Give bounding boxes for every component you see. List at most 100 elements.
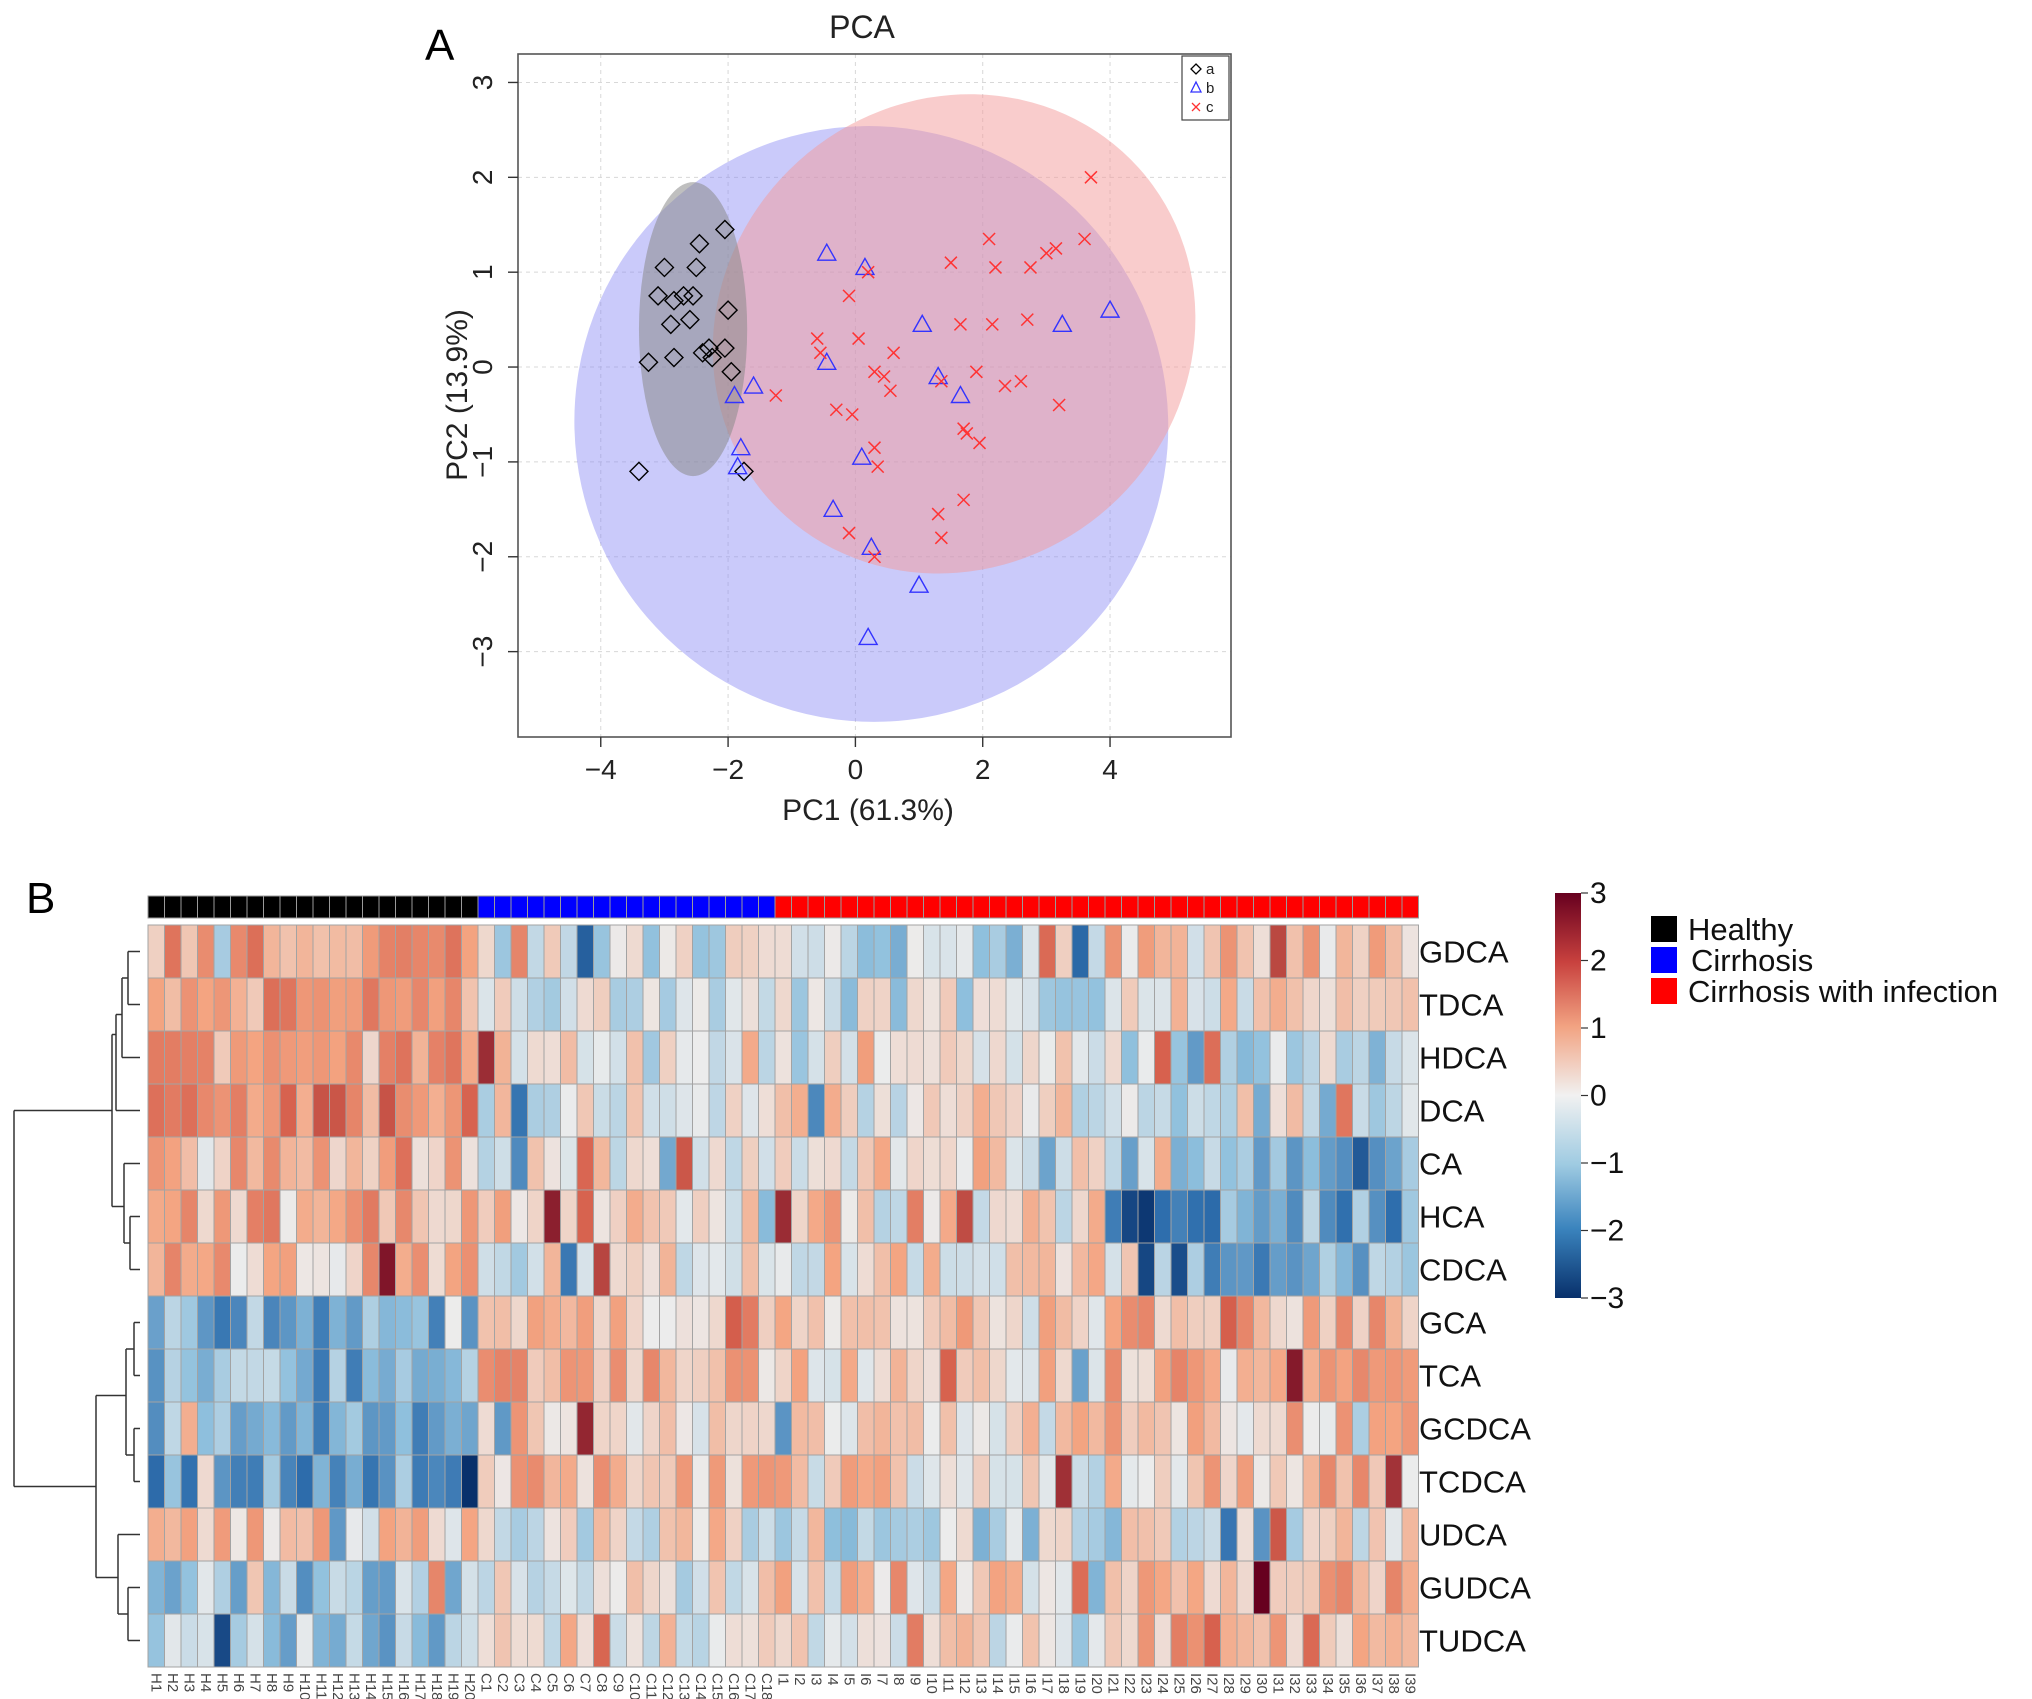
heatmap-cell — [444, 977, 462, 1032]
heatmap-cell — [1352, 977, 1370, 1032]
heatmap-cell — [428, 1613, 446, 1668]
heatmap-cell — [1385, 1242, 1403, 1297]
pca-x-tick-label: −4 — [585, 754, 617, 785]
heatmap-cell — [1335, 1613, 1353, 1668]
heatmap-cell — [345, 924, 363, 979]
heatmap-cell — [1302, 1560, 1320, 1615]
heatmap-cell — [329, 1189, 347, 1244]
heatmap-cell — [279, 1454, 297, 1509]
heatmap-cell — [774, 1507, 792, 1562]
heatmap-cell — [444, 1242, 462, 1297]
heatmap-cell — [1319, 924, 1337, 979]
heatmap-cell — [263, 1242, 281, 1297]
pca-point-b — [908, 574, 930, 593]
heatmap-cell — [279, 1560, 297, 1615]
heatmap-cell — [741, 1136, 759, 1191]
heatmap-cell — [1038, 1295, 1056, 1350]
heatmap-cell — [791, 1348, 809, 1403]
heatmap-cell — [1335, 1454, 1353, 1509]
heatmap-cell — [1137, 1189, 1155, 1244]
heatmap-cell — [1022, 1242, 1040, 1297]
heatmap-cell — [593, 1189, 611, 1244]
heatmap-cell — [741, 1507, 759, 1562]
heatmap-cell — [1121, 1083, 1139, 1138]
heatmap-column-label: I13 — [972, 1673, 989, 1694]
heatmap-cell — [296, 1295, 314, 1350]
heatmap-cell — [923, 1242, 941, 1297]
heatmap-cell — [197, 977, 215, 1032]
heatmap-cell — [840, 924, 858, 979]
pca-point-c — [957, 493, 971, 507]
heatmap-row-label: DCA — [1419, 1094, 1485, 1129]
heatmap-cell — [1121, 1507, 1139, 1562]
heatmap-cell — [246, 1613, 264, 1668]
heatmap-cell — [1055, 1507, 1073, 1562]
heatmap-cell — [411, 1613, 429, 1668]
heatmap-cell — [213, 1560, 231, 1615]
heatmap-cell — [296, 1136, 314, 1191]
heatmap-cell — [1368, 1083, 1386, 1138]
heatmap-cell — [180, 1454, 198, 1509]
heatmap-cell — [741, 1030, 759, 1085]
heatmap-cell — [444, 1348, 462, 1403]
heatmap-cell — [642, 1242, 660, 1297]
heatmap-cell — [890, 1242, 908, 1297]
heatmap-cell — [725, 1083, 743, 1138]
heatmap-cell — [1203, 1295, 1221, 1350]
heatmap-cell — [642, 1507, 660, 1562]
heatmap-cell — [939, 1560, 957, 1615]
heatmap-cell — [213, 1613, 231, 1668]
heatmap-cell — [906, 977, 924, 1032]
heatmap-cell — [411, 1189, 429, 1244]
heatmap-cell — [510, 1507, 528, 1562]
color-scale-bar — [1555, 893, 1581, 1298]
heatmap-cell — [1286, 924, 1304, 979]
heatmap-cell — [560, 977, 578, 1032]
heatmap-cell — [857, 924, 875, 979]
heatmap-cell — [1302, 1083, 1320, 1138]
heatmap-cell — [230, 1295, 248, 1350]
heatmap-cell — [840, 1136, 858, 1191]
heatmap-cell — [345, 1401, 363, 1456]
heatmap-cell — [1253, 924, 1271, 979]
heatmap-cell — [1137, 1454, 1155, 1509]
heatmap-column-label: C15 — [708, 1673, 725, 1699]
heatmap-cell — [411, 1454, 429, 1509]
heatmap-cell — [461, 1613, 479, 1668]
heatmap-cell — [543, 1401, 561, 1456]
heatmap-cell — [1269, 1348, 1287, 1403]
heatmap-cell — [791, 1560, 809, 1615]
heatmap-cell — [659, 977, 677, 1032]
heatmap-cell — [494, 1454, 512, 1509]
heatmap-cell — [1088, 1507, 1106, 1562]
heatmap-column-label: H16 — [395, 1673, 412, 1699]
pca-point-b — [857, 626, 879, 646]
heatmap-cell — [329, 1348, 347, 1403]
heatmap-column-label: H15 — [378, 1673, 395, 1699]
heatmap-cell — [939, 1295, 957, 1350]
heatmap-cell — [873, 1454, 891, 1509]
heatmap-cell — [378, 1348, 396, 1403]
heatmap-cell — [1187, 1454, 1205, 1509]
heatmap-cell — [1236, 1136, 1254, 1191]
heatmap-column-label: C13 — [675, 1673, 692, 1699]
heatmap-cell — [428, 1348, 446, 1403]
heatmap-cell — [939, 1454, 957, 1509]
heatmap-cell — [708, 1348, 726, 1403]
heatmap-cell — [428, 1454, 446, 1509]
heatmap-cell — [857, 1560, 875, 1615]
heatmap-cell — [164, 977, 182, 1032]
heatmap-column-label: C14 — [692, 1673, 709, 1699]
heatmap-cell — [774, 1136, 792, 1191]
heatmap-cell — [1071, 924, 1089, 979]
group-annotation-cell — [263, 895, 281, 919]
group-annotation-cell — [1104, 895, 1122, 919]
heatmap-cell — [692, 924, 710, 979]
heatmap-cell — [411, 924, 429, 979]
heatmap-cell — [1352, 1401, 1370, 1456]
heatmap-cell — [230, 1401, 248, 1456]
heatmap-cell — [939, 977, 957, 1032]
heatmap-cell — [708, 1083, 726, 1138]
group-annotation-cell — [1038, 895, 1056, 919]
pca-point-c — [934, 531, 948, 545]
